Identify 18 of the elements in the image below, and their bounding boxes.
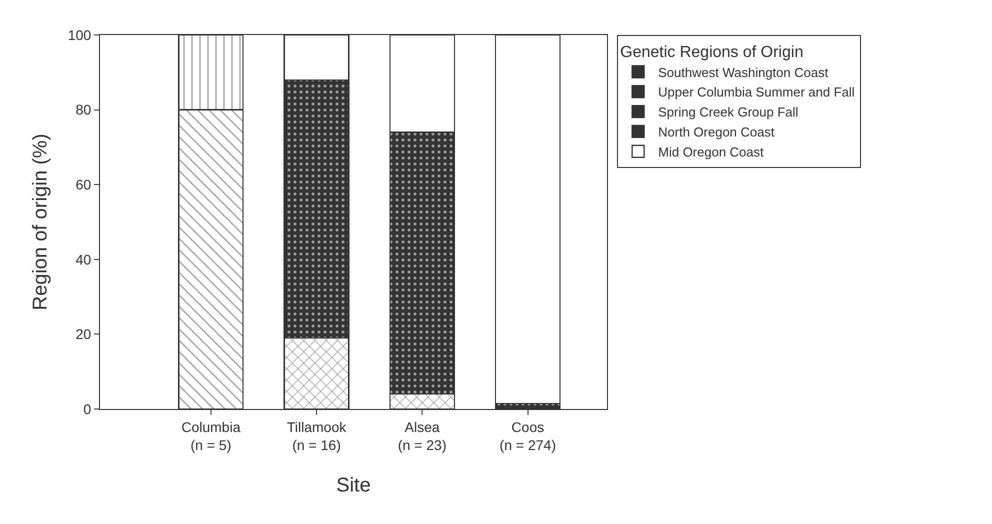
x-tick-label: Columbia (n = 5) xyxy=(181,418,241,453)
x-tick-label: Tillamook (n = 16) xyxy=(286,418,348,453)
y-tick-label: 100 xyxy=(68,26,92,43)
y-axis-title: Region of origin (%) xyxy=(29,134,52,310)
legend-label: North Oregon Coast xyxy=(658,124,775,140)
legend-title: Genetic Regions of Origin xyxy=(620,44,804,61)
y-tick-label: 80 xyxy=(76,102,92,118)
y-tick-label: 0 xyxy=(83,400,92,417)
legend-label: Upper Columbia Summer and Fall xyxy=(658,84,855,100)
legend-label: Southwest Washington Coast xyxy=(658,64,829,80)
y-tick-label: 60 xyxy=(76,176,92,192)
x-tick-label: Coos (n = 274) xyxy=(500,418,556,453)
legend-label: Mid Oregon Coast xyxy=(658,144,764,160)
legend-label: Spring Creek Group Fall xyxy=(658,104,798,120)
x-tick-label: Alsea (n = 23) xyxy=(398,418,446,453)
y-tick-label: 40 xyxy=(76,251,92,268)
x-axis-title: Site xyxy=(336,474,371,496)
y-tick-label: 20 xyxy=(76,326,92,342)
